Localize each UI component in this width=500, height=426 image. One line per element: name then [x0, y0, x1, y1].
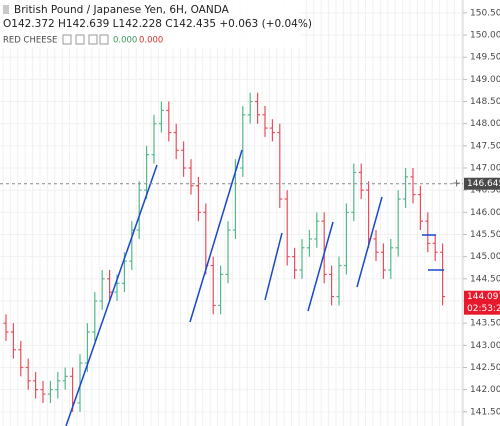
crosshair-tag — [464, 177, 500, 190]
symbol-title: British Pound / Japanese Yen, 6H, OANDA — [14, 4, 230, 16]
y-tick-label: 147.000 — [470, 164, 500, 174]
icon[interactable] — [75, 34, 85, 45]
trend-line — [356, 196, 383, 288]
y-tick-label: 150.500 — [470, 8, 500, 18]
y-tick-label: 141.500 — [470, 407, 500, 417]
y-tick-label: 143.500 — [470, 319, 500, 329]
time-grid — [0, 0, 463, 426]
y-tick-label: 142.500 — [470, 363, 500, 373]
y-tick-label: 145.000 — [470, 252, 500, 262]
trend-line — [65, 164, 158, 426]
indicator-value: 0.000 — [113, 36, 137, 46]
price-axis: 141.500 142.000 142.500 143.000 143.500 144.0… — [463, 8, 500, 417]
y-tick-label: 144.500 — [470, 274, 500, 284]
y-tick-label: 146.000 — [470, 208, 500, 218]
y-tick-label: 149.500 — [470, 53, 500, 63]
trend-line — [189, 149, 243, 323]
crosshair-plus: + — [452, 177, 461, 190]
legend-bg — [0, 0, 300, 48]
trend-line — [307, 221, 334, 312]
y-tick-label: 150.000 — [470, 31, 500, 41]
y-tick-label: 145.500 — [470, 230, 500, 240]
countdown: 02:53:22 — [467, 304, 500, 314]
indicator-icons — [62, 34, 109, 45]
y-tick-label: 142.000 — [470, 385, 500, 395]
y-tick-label: 147.500 — [470, 141, 500, 151]
y-tick-label: 148.500 — [470, 97, 500, 107]
icon[interactable] — [88, 34, 98, 45]
icon[interactable] — [99, 34, 109, 45]
trend-line — [264, 232, 283, 301]
trend-lines — [65, 149, 444, 426]
y-tick-label: 146.500 — [470, 186, 500, 196]
crosshair-price: 146.645 — [467, 179, 500, 189]
y-tick-label: 149.000 — [470, 75, 500, 85]
symbol-icon — [3, 5, 9, 14]
icon[interactable] — [62, 34, 72, 45]
y-tick-label: 143.000 — [470, 341, 500, 351]
last-price-tag — [464, 290, 500, 315]
indicator-name[interactable]: RED CHEESE — [3, 36, 57, 46]
ohlc-legend: O142.372 H142.639 L142.228 C142.435 +0.0… — [3, 18, 312, 30]
bars — [3, 92, 446, 412]
last-price: 144.097 — [467, 292, 500, 302]
indicator-value: 0.000 — [139, 36, 163, 46]
y-tick-label: 148.000 — [470, 119, 500, 129]
